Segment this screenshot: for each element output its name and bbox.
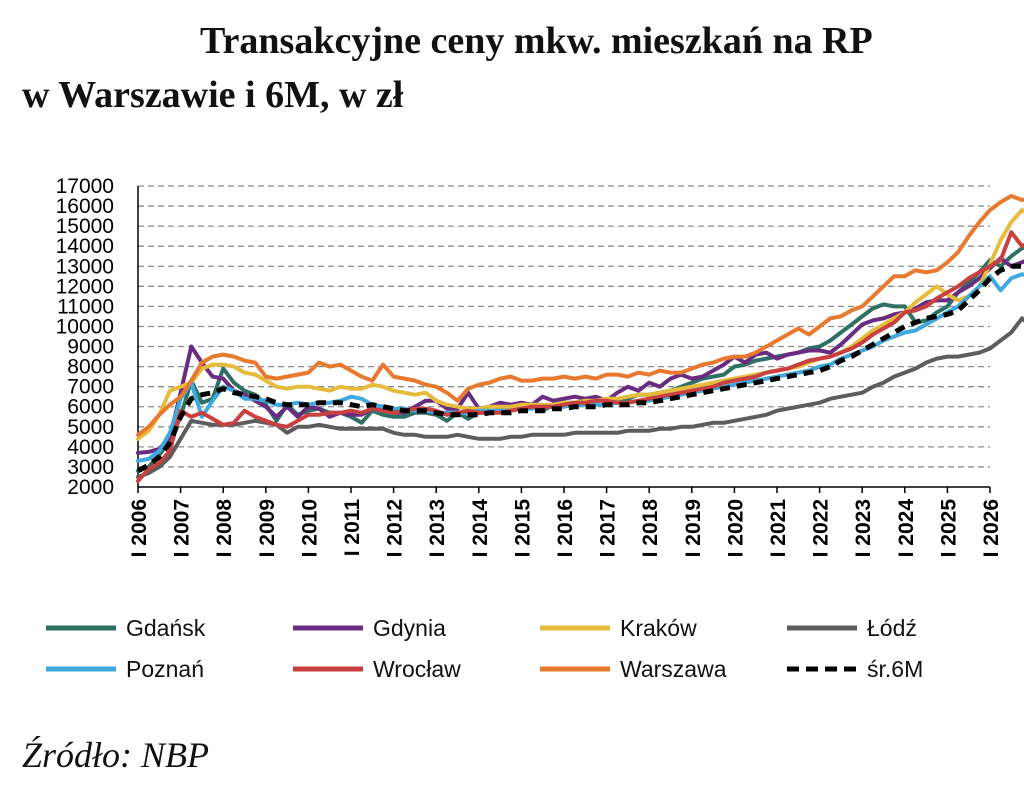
y-tick-label: 5000	[67, 416, 114, 439]
legend-label: Gdańsk	[126, 615, 206, 641]
legend-label: Gdynia	[373, 615, 446, 641]
x-tick-label: I 2025	[937, 499, 960, 558]
x-tick-label: I 2006	[128, 499, 151, 557]
y-tick-label: 3000	[67, 456, 114, 479]
x-tick-label: I 2019	[682, 499, 705, 557]
legend-item: Kraków	[540, 615, 697, 641]
x-tick-label: I 2022	[810, 499, 833, 557]
x-tick-label: I 2020	[724, 499, 747, 557]
legend-item: śr.6M	[787, 656, 923, 682]
series-line-3	[136, 316, 1024, 479]
x-tick-label: I 2014	[469, 499, 492, 558]
series-line-5	[136, 230, 1024, 483]
y-tick-label: 12000	[56, 275, 114, 298]
x-tick-label: I 2015	[511, 499, 534, 558]
x-tick-label: I 2008	[213, 499, 236, 558]
legend-label: śr.6M	[867, 656, 923, 682]
legend-item: Gdynia	[293, 615, 446, 641]
y-tick-label: 15000	[56, 215, 114, 238]
y-tick-label: 8000	[67, 356, 114, 379]
legend-label: Kraków	[620, 615, 697, 641]
x-tick-label: I 2024	[895, 499, 918, 558]
price-line-chart: 2000300040005000600070008000900010000110…	[46, 175, 1024, 682]
y-tick-label: 11000	[57, 295, 114, 318]
legend-item: Łódź	[787, 615, 917, 641]
legend-label: Warszawa	[620, 656, 727, 682]
x-tick-label: I 2018	[639, 499, 662, 558]
y-tick-label: 4000	[67, 436, 114, 459]
x-tick-label: I 2013	[426, 499, 449, 557]
x-tick-label: I 2021	[767, 499, 790, 558]
x-tick-label: I 2009	[256, 499, 279, 557]
series-line-6	[136, 194, 1024, 437]
chart-title: Transakcyjne ceny mkw. mieszkań na RP w …	[22, 14, 982, 122]
source-note: Źródło: NBP	[22, 735, 210, 775]
y-tick-label: 13000	[56, 255, 114, 278]
y-tick-label: 10000	[56, 315, 114, 338]
y-tick-label: 17000	[56, 175, 114, 198]
series-line-0	[136, 245, 1024, 473]
chart-title-line-2: w Warszawie i 6M, w zł	[22, 74, 404, 116]
legend-item: Gdańsk	[46, 615, 206, 641]
y-tick-label: 16000	[56, 195, 114, 218]
series-line-2	[136, 208, 1024, 441]
y-tick-label: 14000	[56, 235, 114, 258]
legend-item: Wrocław	[293, 656, 461, 682]
x-tick-label: I 2026	[980, 499, 1003, 557]
series-line-7	[136, 263, 1024, 474]
y-tick-label: 9000	[67, 336, 114, 359]
series-line-4	[136, 272, 1024, 463]
legend-item: Poznań	[46, 656, 204, 682]
x-tick-label: I 2012	[384, 499, 407, 557]
x-tick-label: I 2010	[298, 499, 321, 557]
y-tick-label: 6000	[67, 396, 114, 419]
legend-label: Poznań	[126, 656, 204, 682]
chart-title-line-1: Transakcyjne ceny mkw. mieszkań na RP	[200, 20, 873, 62]
x-tick-label: I 2011	[341, 499, 364, 557]
legend-label: Wrocław	[373, 656, 461, 682]
x-tick-label: I 2023	[852, 499, 875, 557]
x-tick-label: I 2016	[554, 499, 577, 557]
legend-label: Łódź	[867, 615, 917, 641]
y-tick-label: 2000	[67, 476, 114, 499]
x-tick-label: I 2017	[597, 499, 620, 557]
x-tick-label: I 2007	[171, 499, 194, 557]
y-tick-label: 7000	[67, 376, 114, 399]
legend-item: Warszawa	[540, 656, 727, 682]
